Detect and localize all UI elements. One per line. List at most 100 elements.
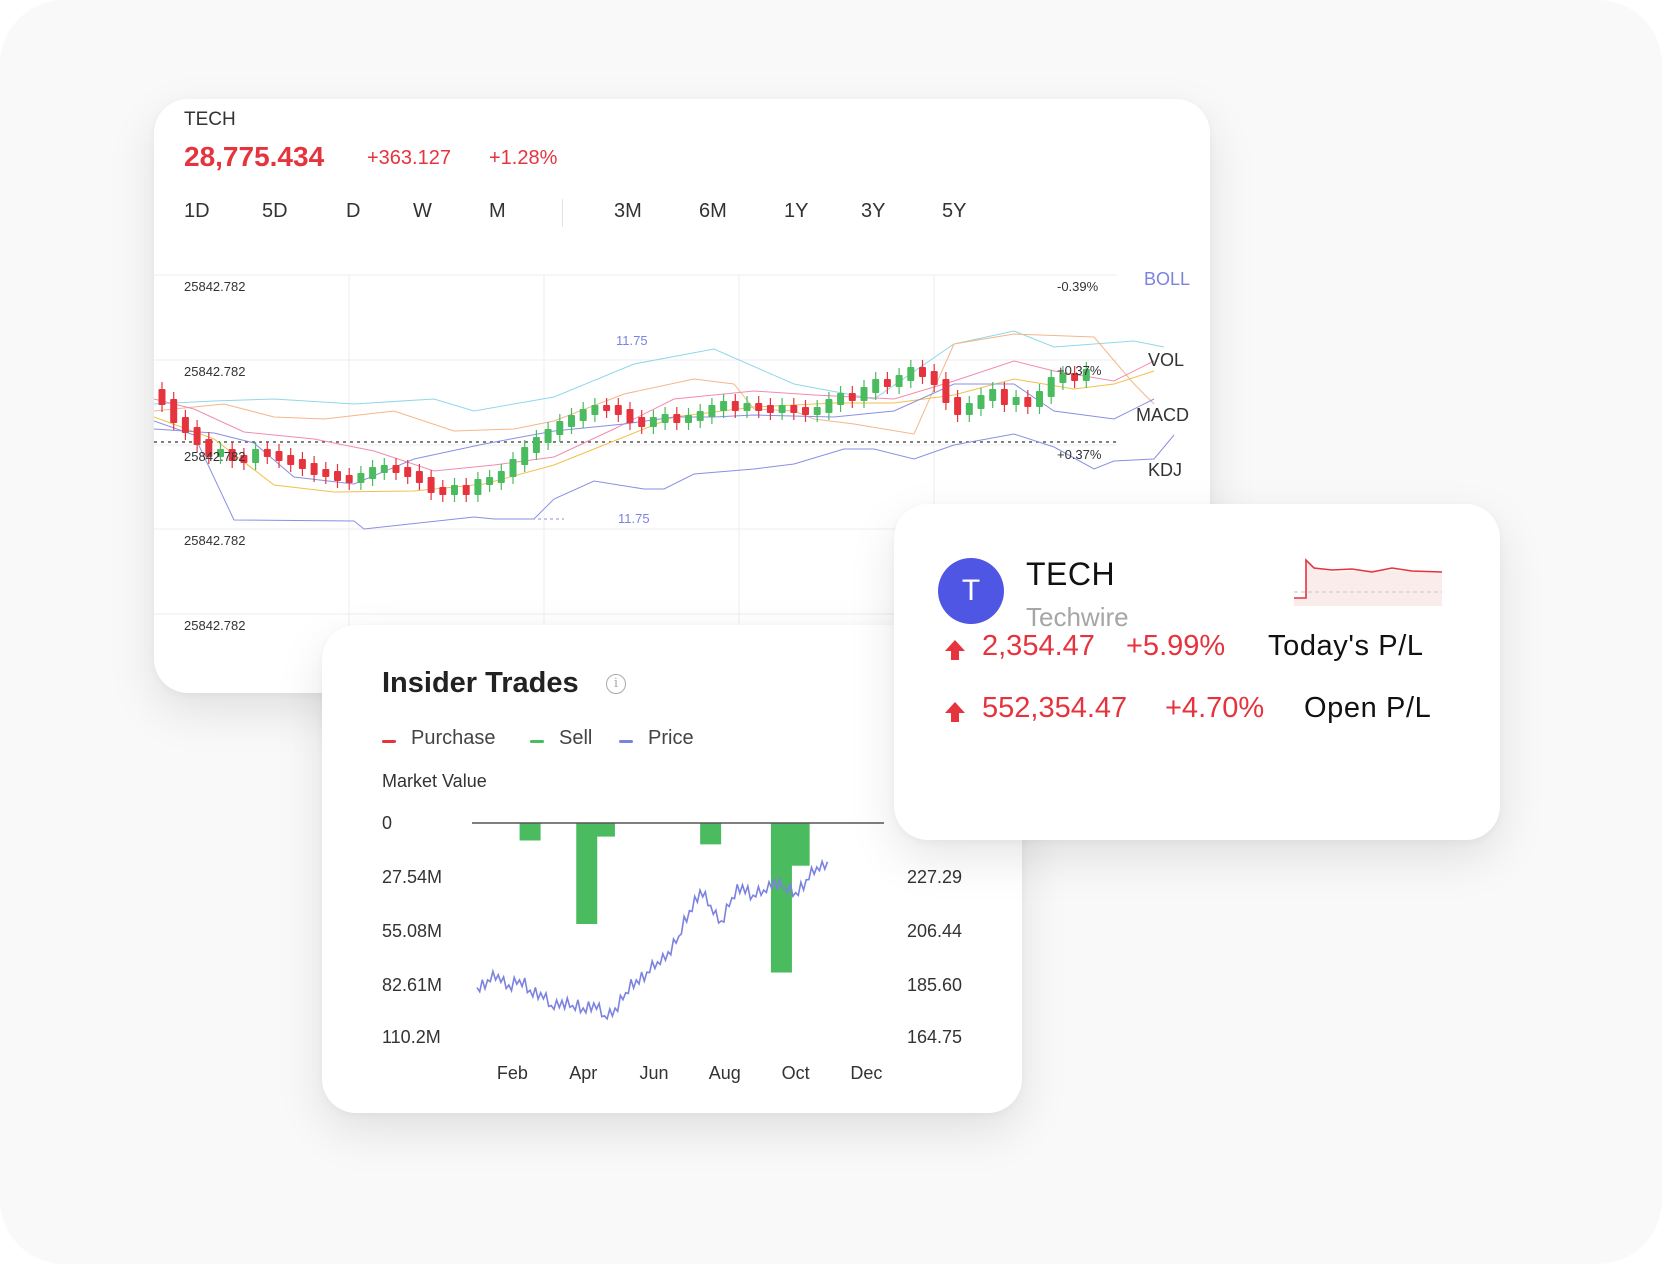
right-axis-tick: 227.29: [907, 867, 962, 887]
candle: [263, 449, 271, 457]
range-w[interactable]: W: [413, 200, 432, 222]
range-1y[interactable]: 1Y: [784, 200, 809, 222]
high-annotation: 11.75: [616, 333, 648, 348]
info-icon[interactable]: i: [606, 674, 626, 694]
candle: [954, 397, 962, 415]
candle: [193, 427, 201, 445]
right-axis-tick: 164.75: [907, 1027, 962, 1047]
right-axis-tick: 206.44: [907, 921, 962, 941]
candle: [1024, 397, 1032, 407]
candle: [345, 475, 353, 483]
candle: [591, 405, 599, 415]
sell-bar: [700, 823, 722, 845]
candle: [743, 403, 751, 411]
x-axis-tick: Jun: [639, 1063, 668, 1083]
sparkline-line: [1294, 558, 1443, 599]
candle: [427, 477, 435, 493]
candle: [252, 449, 260, 463]
indicator-tab-vol[interactable]: VOL: [1148, 350, 1185, 370]
candle: [883, 379, 891, 387]
candle: [369, 467, 377, 479]
candlestick-chart[interactable]: 25842.782 25842.782 25842.782 25842.782 …: [154, 99, 1210, 693]
candle: [392, 465, 400, 473]
sparkline-area: [1294, 560, 1442, 606]
right-axis-tick: 185.60: [907, 975, 962, 995]
candle: [1012, 397, 1020, 405]
sell-bar: [593, 823, 615, 837]
range-5d[interactable]: 5D: [262, 200, 288, 222]
range-3m[interactable]: 3M: [614, 200, 642, 222]
legend-sell[interactable]: Sell: [559, 727, 593, 749]
candle: [1036, 391, 1043, 407]
candle: [415, 471, 423, 483]
left-axis-tick: 110.2M: [382, 1027, 441, 1047]
candle: [217, 449, 224, 457]
candle: [649, 417, 657, 427]
range-m[interactable]: M: [489, 200, 506, 222]
x-axis-tick: Apr: [569, 1063, 597, 1083]
company-name: Techwire: [1026, 602, 1129, 632]
indicator-tab-boll[interactable]: BOLL: [1144, 269, 1191, 289]
indicator-line: [154, 330, 1165, 412]
indicator-tab-kdj[interactable]: KDJ: [1148, 460, 1183, 480]
candle: [404, 467, 412, 477]
candle: [310, 463, 318, 475]
candle: [977, 395, 985, 409]
candle: [322, 469, 330, 477]
candle: [778, 405, 786, 413]
legend-price[interactable]: Price: [648, 727, 694, 749]
range-1d[interactable]: 1D: [184, 200, 210, 222]
candle: [626, 409, 634, 423]
candle: [181, 417, 189, 433]
candle: [1047, 377, 1055, 397]
indicator-line: [154, 420, 1175, 530]
candle: [766, 405, 774, 413]
candle: [614, 405, 622, 415]
candle: [462, 485, 470, 495]
indicator-tab-macd[interactable]: MACD: [1136, 405, 1189, 425]
indicator-line: [154, 333, 1155, 435]
candle: [930, 371, 938, 385]
candle: [228, 449, 236, 461]
percent-label: -0.39%: [1057, 279, 1099, 294]
x-axis-tick: Oct: [782, 1063, 810, 1083]
candle: [825, 399, 833, 413]
candle: [521, 447, 529, 465]
range-divider: [562, 199, 563, 227]
candle: [685, 415, 692, 423]
arrow-up-icon: [945, 702, 965, 722]
range-6m[interactable]: 6M: [699, 200, 727, 222]
candle: [872, 379, 880, 393]
candle: [848, 393, 856, 401]
last-price: 28,775.434: [184, 141, 325, 172]
y-axis-title: Market Value: [382, 771, 487, 791]
company-avatar: T: [938, 558, 1004, 624]
candle: [532, 437, 540, 453]
candle: [579, 409, 587, 421]
y-axis-label: 25842.782: [184, 533, 245, 548]
candle: [638, 417, 646, 427]
indicator-line: [154, 360, 1155, 472]
candle: [1071, 373, 1079, 381]
candle: [1082, 369, 1090, 381]
sell-bar: [788, 823, 810, 866]
legend-purchase[interactable]: Purchase: [411, 727, 496, 749]
range-5y[interactable]: 5Y: [942, 200, 967, 222]
candle: [334, 471, 341, 481]
range-3y[interactable]: 3Y: [861, 200, 886, 222]
sell-bar: [576, 823, 598, 924]
percent-label: +0.37%: [1057, 363, 1102, 378]
candle: [942, 379, 950, 403]
candle: [708, 405, 716, 417]
todays-pl-value: 2,354.47: [982, 630, 1095, 662]
x-axis-tick: Feb: [497, 1063, 528, 1083]
insider-trades-title: Insider Trades: [382, 667, 579, 699]
left-axis-tick: 55.08M: [382, 921, 442, 941]
candle: [439, 487, 447, 495]
range-d[interactable]: D: [346, 200, 361, 222]
candle: [357, 473, 365, 483]
y-axis-label: 25842.782: [184, 364, 245, 379]
candle: [170, 399, 178, 423]
candle: [474, 479, 482, 495]
price-change: +363.127: [367, 147, 451, 169]
